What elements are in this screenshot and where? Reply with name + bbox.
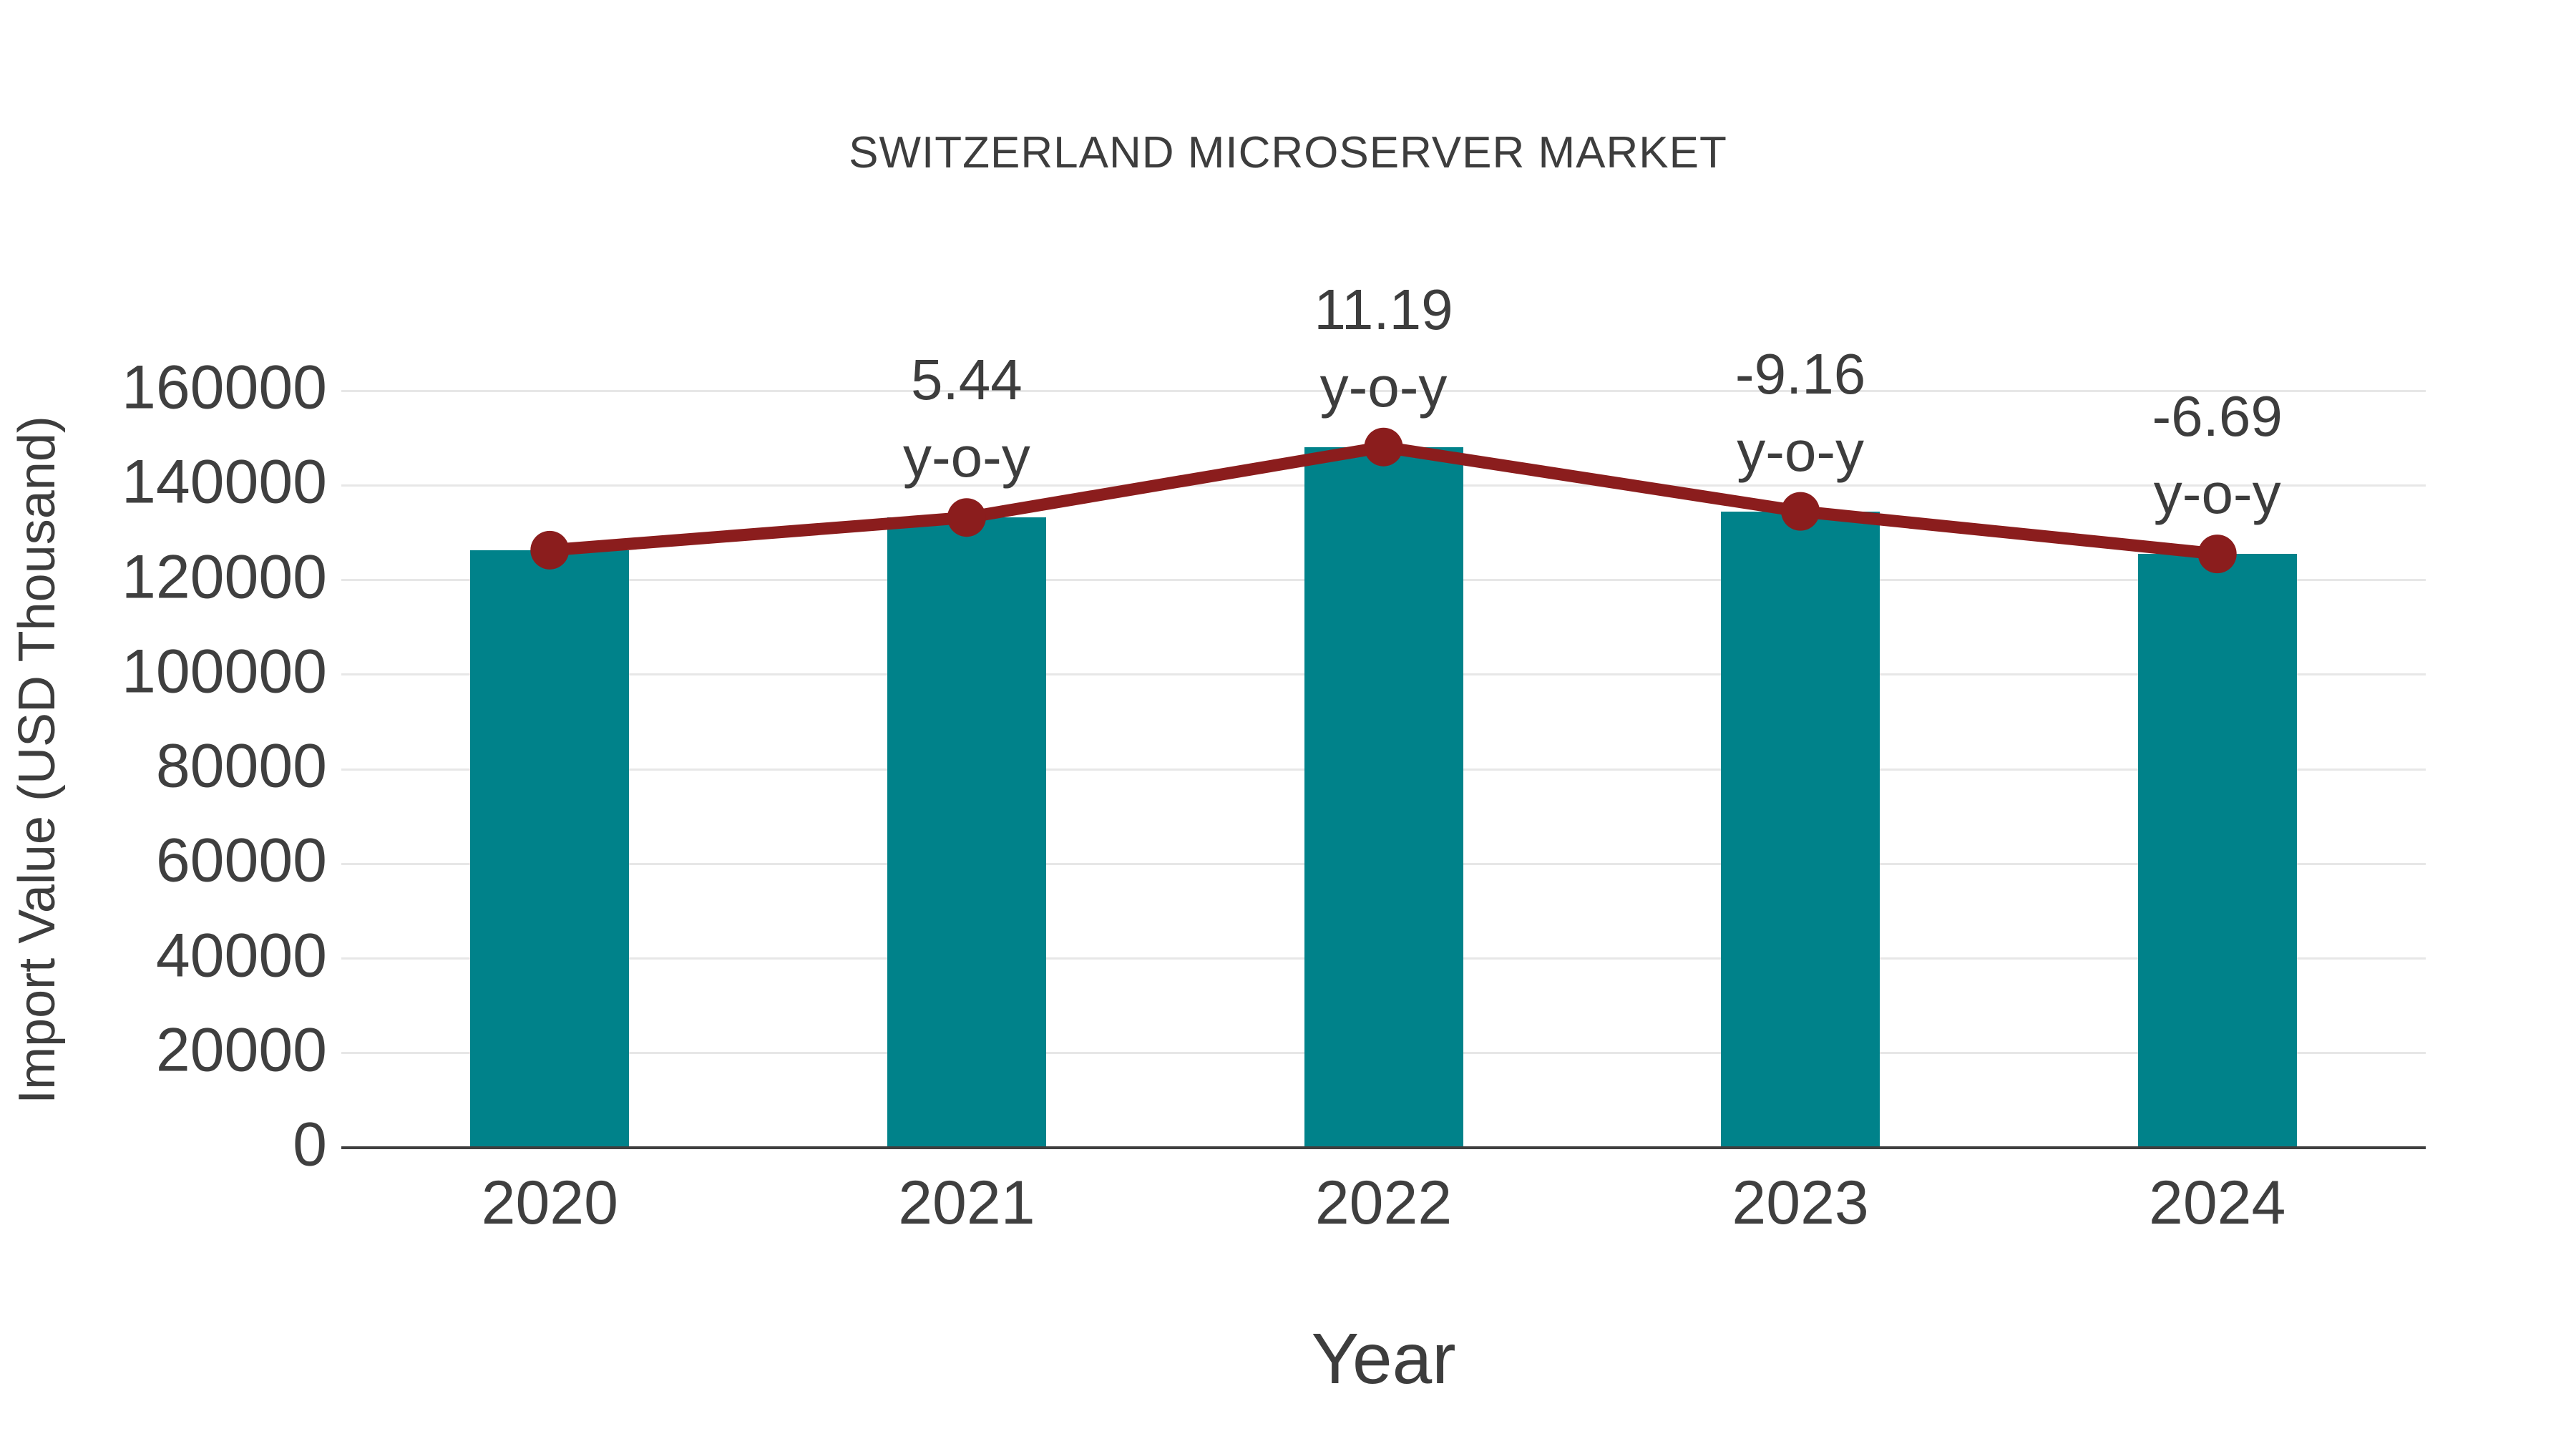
- y-tick-label-120000: 120000: [122, 542, 327, 612]
- gridline-160000: [341, 389, 2426, 392]
- plot-area: 0 20000 40000 60000 80000 100000 120000 140000 1…: [122, 278, 2426, 1237]
- y-tick-label-140000: 140000: [122, 447, 327, 517]
- x-axis-line: [341, 1146, 2426, 1149]
- y-tick-label-40000: 40000: [155, 921, 327, 990]
- bar-2024: [2137, 554, 2297, 1148]
- y-tick-label-20000: 20000: [155, 1015, 327, 1085]
- y-tick-label-160000: 160000: [122, 353, 327, 422]
- x-axis-title: Year: [1311, 1319, 1456, 1399]
- x-tick-label-2021: 2021: [898, 1169, 1035, 1237]
- bar-2021: [887, 517, 1046, 1148]
- y-tick-label-0: 0: [293, 1110, 327, 1179]
- annotation-2024: -6.69 y-o-y: [2152, 384, 2283, 526]
- y-tick-label-80000: 80000: [155, 731, 327, 801]
- x-tick-label-2023: 2023: [1732, 1169, 1869, 1237]
- annotation-2023: -9.16 y-o-y: [1735, 341, 1866, 483]
- x-tick-label-2020: 2020: [481, 1169, 618, 1237]
- x-tick-label-2022: 2022: [1314, 1169, 1453, 1237]
- x-tick-label-2024: 2024: [2149, 1169, 2286, 1237]
- bar-2020: [470, 550, 630, 1148]
- bar-2022: [1304, 447, 1463, 1148]
- bar-2023: [1721, 511, 1880, 1148]
- y-tick-label-100000: 100000: [122, 637, 327, 706]
- annotation-2021: 5.44 y-o-y: [903, 348, 1030, 489]
- y-tick-label-60000: 60000: [155, 826, 327, 895]
- annotation-2022: 11.19 y-o-y: [1314, 277, 1453, 419]
- chart-title: SWITZERLAND MICROSERVER MARKET: [849, 128, 1727, 177]
